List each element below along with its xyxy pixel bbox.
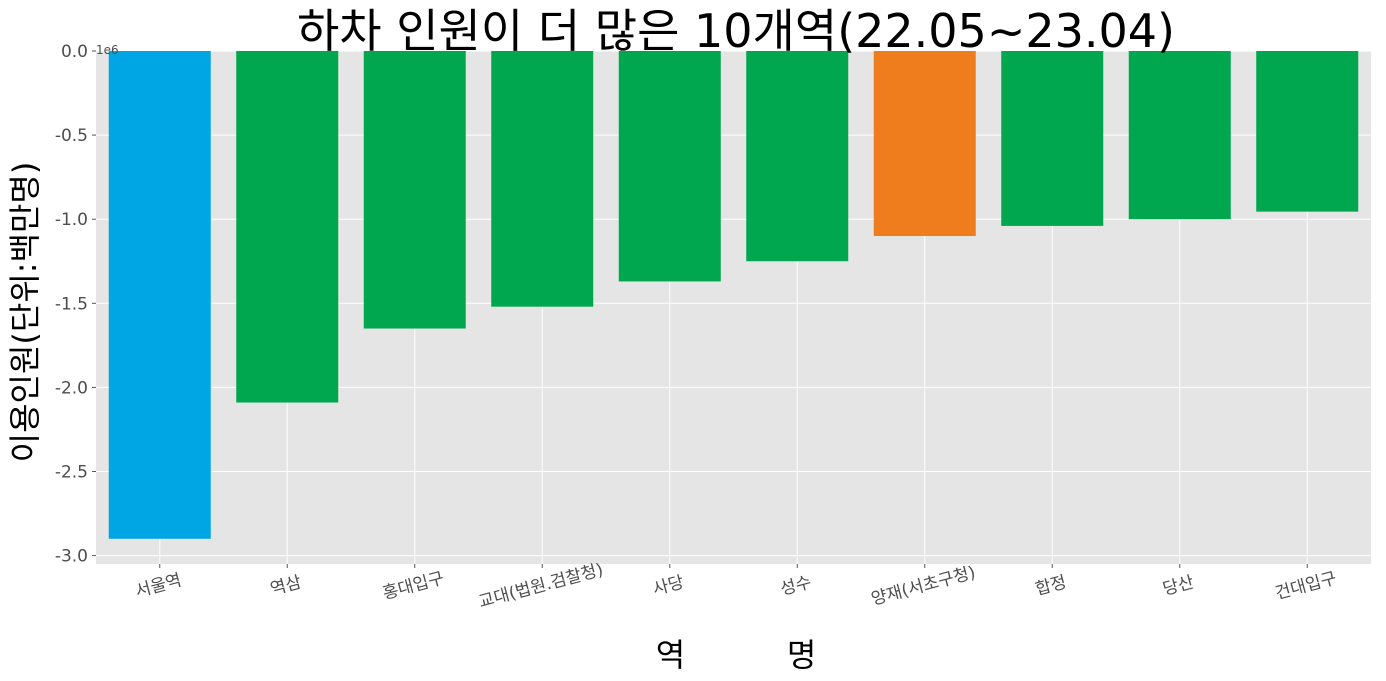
bar-8 (1001, 51, 1104, 226)
x-tick-label: 홍대입구 (381, 568, 447, 604)
y-tick-label: -2.0 (55, 378, 88, 398)
bar-6 (746, 51, 849, 262)
x-tick-label: 사당 (651, 572, 687, 600)
y-axis-label: 이용인원(단위:백만명) (6, 162, 44, 463)
y-tick-label: -1.0 (55, 210, 88, 230)
bars (108, 51, 1359, 539)
y-tick-label: 0.0 (61, 42, 88, 62)
y-tick-labels: 0.0 -0.5 -1.0 -1.5 -2.0 -2.5 -3.0 (55, 42, 96, 567)
x-tick-label: 역삼 (268, 572, 304, 600)
x-axis-label: 역 명 (656, 636, 817, 674)
bar-9 (1128, 51, 1231, 220)
y-tick-label: -3.0 (55, 547, 88, 567)
x-tick-label: 서울역 (133, 570, 183, 601)
x-tick-label: 건대입구 (1273, 568, 1339, 604)
x-tick-label: 양재(서초구청) (869, 563, 978, 610)
bar-1 (108, 51, 211, 539)
y-offset-label: 1e6 (96, 43, 119, 57)
chart-title: 하차 인원이 더 많은 10개역(22.05~23.04) (297, 4, 1175, 58)
x-tick-label: 성수 (778, 572, 813, 599)
bar-3 (363, 51, 466, 329)
x-tick-label: 교대(법원.검찰청) (476, 560, 605, 612)
bar-10 (1256, 51, 1359, 212)
y-tick-label: -0.5 (55, 126, 88, 146)
bar-5 (618, 51, 721, 282)
x-tick-label: 당산 (1161, 572, 1197, 600)
bar-2 (236, 51, 339, 403)
y-tick-label: -2.5 (55, 462, 88, 482)
x-tick-labels: 서울역 역삼 홍대입구 교대(법원.검찰청) 사당 성수 양재(서초구청) 합정 당산 건대입구 (133, 560, 1339, 612)
y-tick-label: -1.5 (55, 294, 88, 314)
bar-4 (491, 51, 594, 307)
bar-7 (873, 51, 976, 237)
x-tick-label: 합정 (1033, 572, 1068, 599)
